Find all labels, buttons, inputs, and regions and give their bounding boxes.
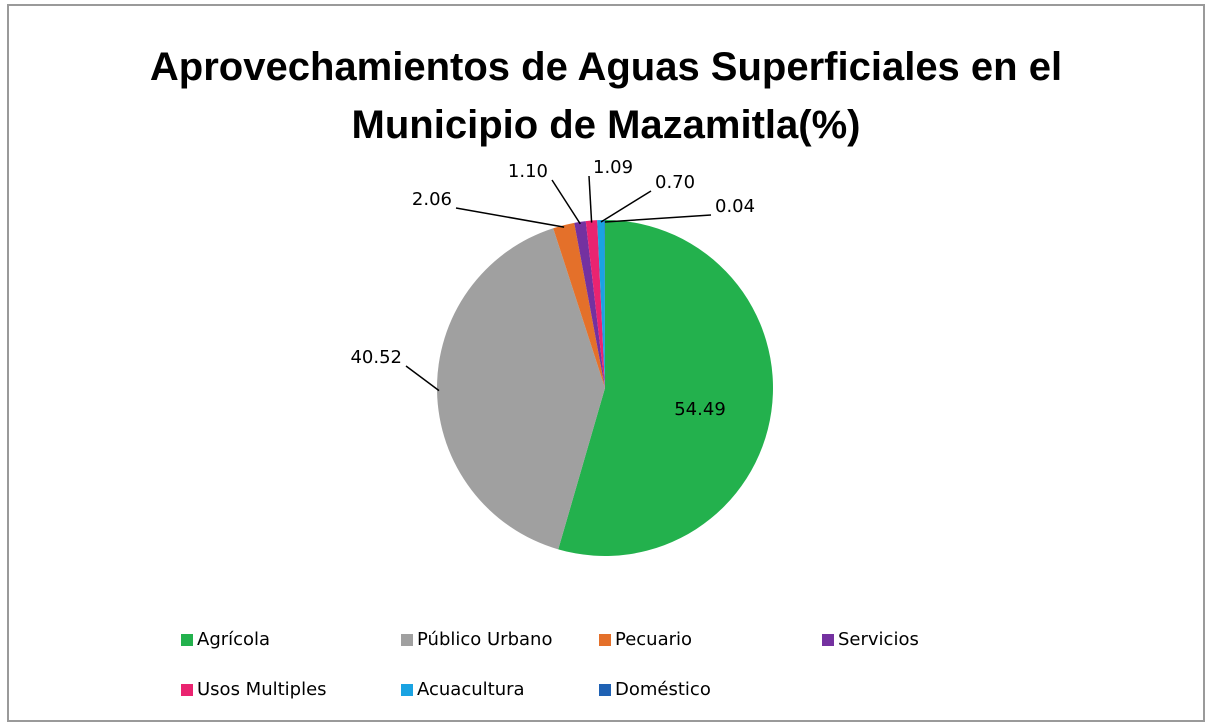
- legend-label: Público Urbano: [417, 629, 552, 650]
- legend-swatch: [401, 684, 413, 696]
- chart-title: Aprovechamientos de Aguas Superficiales …: [149, 45, 1063, 147]
- pie-slice: [597, 220, 605, 388]
- data-label: 54.49: [674, 399, 726, 420]
- legend-label: Agrícola: [197, 629, 270, 650]
- leader-line: [588, 175, 593, 223]
- legend-swatch: [822, 634, 834, 646]
- leader-line: [604, 214, 712, 223]
- leader-line: [455, 207, 565, 228]
- data-label: 0.70: [655, 172, 695, 193]
- legend-label: Pecuario: [615, 629, 692, 650]
- legend-swatch: [599, 684, 611, 696]
- legend-label: Doméstico: [615, 679, 711, 700]
- legend-swatch: [181, 684, 193, 696]
- leader-line: [405, 365, 440, 392]
- legend-swatch: [401, 634, 413, 646]
- pie-slice: [436, 228, 605, 550]
- pie-slice: [558, 220, 773, 556]
- legend-label: Acuacultura: [417, 679, 525, 700]
- pie-slice: [553, 222, 605, 388]
- pie-slice: [574, 221, 605, 388]
- legend-label: Servicios: [838, 629, 919, 650]
- data-label: 2.06: [412, 189, 452, 210]
- legend-swatch: [181, 634, 193, 646]
- data-label: 1.09: [593, 157, 633, 178]
- pie-slice: [585, 220, 605, 388]
- leader-line: [600, 190, 652, 223]
- legend-label: Usos Multiples: [197, 679, 327, 700]
- legend-swatch: [599, 634, 611, 646]
- data-label: 1.10: [508, 161, 548, 182]
- data-label: 0.04: [715, 196, 755, 217]
- data-label: 40.52: [350, 347, 402, 368]
- leader-line: [551, 179, 581, 225]
